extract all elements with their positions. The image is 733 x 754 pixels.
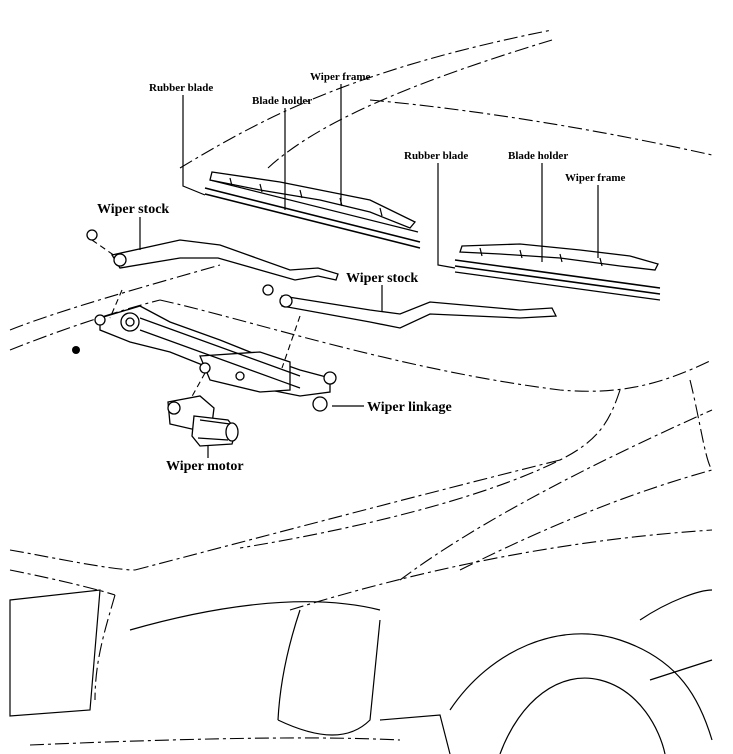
- right-rubber-blade-label: Rubber blade: [404, 150, 468, 162]
- left-wiper-stock-label: Wiper stock: [97, 202, 169, 217]
- car-body-outline: [9, 29, 713, 746]
- front-end-outline: [9, 589, 713, 754]
- left-blade-holder-label: Blade holder: [252, 95, 312, 107]
- left-wiper-stock: [86, 229, 339, 281]
- right-wiper-stock-label: Wiper stock: [346, 271, 418, 286]
- right-wiper-stock: [262, 284, 558, 329]
- leader-lines: [139, 84, 599, 458]
- left-rubber-blade-label: Rubber blade: [149, 82, 213, 94]
- right-wiper-blade: [454, 243, 661, 301]
- wiper-motor-label: Wiper motor: [166, 459, 244, 474]
- left-wiper-blade: [204, 171, 421, 249]
- wiper-linkage-assembly: [72, 289, 337, 412]
- wiper-linkage-label: Wiper linkage: [367, 400, 452, 415]
- left-wiper-frame-label: Wiper frame: [310, 71, 370, 83]
- right-wiper-frame-label: Wiper frame: [565, 172, 625, 184]
- wiper-motor: [167, 395, 239, 447]
- right-blade-holder-label: Blade holder: [508, 150, 568, 162]
